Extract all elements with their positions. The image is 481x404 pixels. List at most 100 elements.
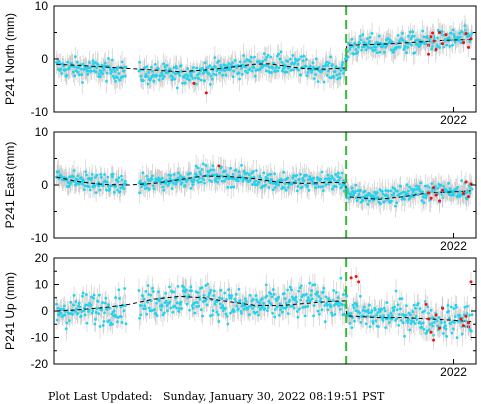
daily-point — [273, 70, 277, 73]
daily-point — [455, 336, 459, 340]
daily-point — [295, 189, 299, 193]
rapid-point — [441, 42, 445, 46]
daily-point — [375, 51, 379, 55]
daily-point — [271, 312, 275, 315]
daily-point — [145, 312, 149, 316]
daily-point — [195, 174, 199, 177]
daily-point — [402, 195, 406, 199]
daily-point — [120, 321, 124, 324]
daily-point — [282, 292, 286, 295]
daily-point — [161, 313, 165, 317]
daily-point — [75, 66, 79, 69]
daily-point — [251, 183, 254, 186]
daily-point — [214, 65, 217, 69]
daily-point — [264, 69, 268, 73]
daily-point — [78, 305, 82, 309]
daily-point — [418, 320, 421, 324]
daily-point — [62, 64, 66, 68]
daily-point — [394, 289, 398, 293]
daily-point — [225, 298, 228, 302]
daily-point — [145, 174, 149, 178]
daily-point — [460, 30, 464, 34]
daily-point — [305, 74, 309, 78]
daily-point — [190, 74, 193, 78]
daily-point — [334, 173, 338, 176]
daily-point — [196, 166, 200, 170]
daily-point — [242, 177, 245, 181]
panel-2: -10 0 10 2022 P241 East (mm) — [3, 125, 477, 253]
daily-point — [297, 68, 301, 72]
daily-point — [271, 288, 275, 291]
daily-point — [99, 70, 103, 73]
daily-point — [286, 60, 290, 63]
daily-point — [176, 284, 180, 288]
daily-point — [299, 55, 303, 59]
daily-point — [353, 319, 356, 323]
daily-point — [218, 177, 221, 180]
daily-point — [263, 307, 267, 311]
daily-point — [84, 173, 88, 177]
daily-point — [302, 54, 306, 58]
daily-point — [399, 307, 402, 311]
panels: -10 0 10 2022 P241 North (mm) -10 0 10 2022 P241 … — [3, 0, 477, 379]
daily-point — [277, 183, 280, 187]
daily-point — [145, 300, 149, 304]
daily-point — [174, 182, 178, 186]
model-line — [56, 295, 472, 323]
daily-point — [94, 176, 97, 179]
daily-point — [377, 325, 380, 328]
daily-point — [355, 199, 359, 202]
daily-point — [99, 173, 103, 176]
daily-point — [431, 316, 435, 320]
daily-point — [351, 303, 355, 307]
daily-point — [403, 334, 406, 338]
daily-point — [436, 36, 439, 40]
daily-point — [411, 190, 415, 193]
daily-point — [208, 82, 212, 86]
daily-point — [74, 69, 78, 73]
daily-point — [408, 328, 412, 332]
daily-point — [282, 186, 286, 190]
daily-point — [116, 320, 119, 324]
daily-point — [268, 181, 272, 184]
daily-point — [406, 34, 410, 38]
daily-point — [77, 301, 81, 305]
daily-point — [99, 176, 103, 179]
daily-point — [275, 54, 279, 58]
daily-point — [186, 74, 190, 78]
daily-point — [178, 179, 182, 182]
daily-point — [425, 193, 428, 197]
daily-point — [410, 187, 414, 191]
daily-point — [424, 196, 428, 200]
daily-point — [147, 188, 151, 191]
daily-point — [83, 313, 87, 317]
daily-point — [260, 65, 264, 69]
daily-point — [317, 295, 321, 298]
daily-point — [249, 55, 253, 59]
daily-points — [55, 24, 474, 90]
daily-point — [353, 41, 357, 45]
daily-point — [144, 73, 148, 76]
daily-point — [258, 301, 262, 305]
daily-point — [270, 178, 274, 182]
daily-point — [76, 174, 80, 178]
daily-point — [420, 325, 424, 329]
daily-point — [366, 315, 369, 318]
daily-point — [450, 331, 454, 335]
daily-point — [187, 294, 191, 297]
daily-point — [172, 173, 176, 176]
daily-point — [330, 311, 334, 315]
daily-point — [264, 183, 267, 187]
daily-point — [101, 72, 104, 76]
daily-point — [385, 43, 389, 47]
daily-point — [142, 79, 145, 82]
y-axis-label: P241 East (mm) — [3, 142, 17, 229]
rapid-point — [464, 314, 468, 318]
daily-point — [232, 185, 236, 189]
daily-point — [116, 180, 120, 184]
daily-point — [271, 66, 275, 70]
daily-point — [171, 310, 175, 314]
daily-point — [114, 185, 117, 189]
daily-point — [153, 308, 156, 312]
daily-point — [354, 183, 358, 187]
